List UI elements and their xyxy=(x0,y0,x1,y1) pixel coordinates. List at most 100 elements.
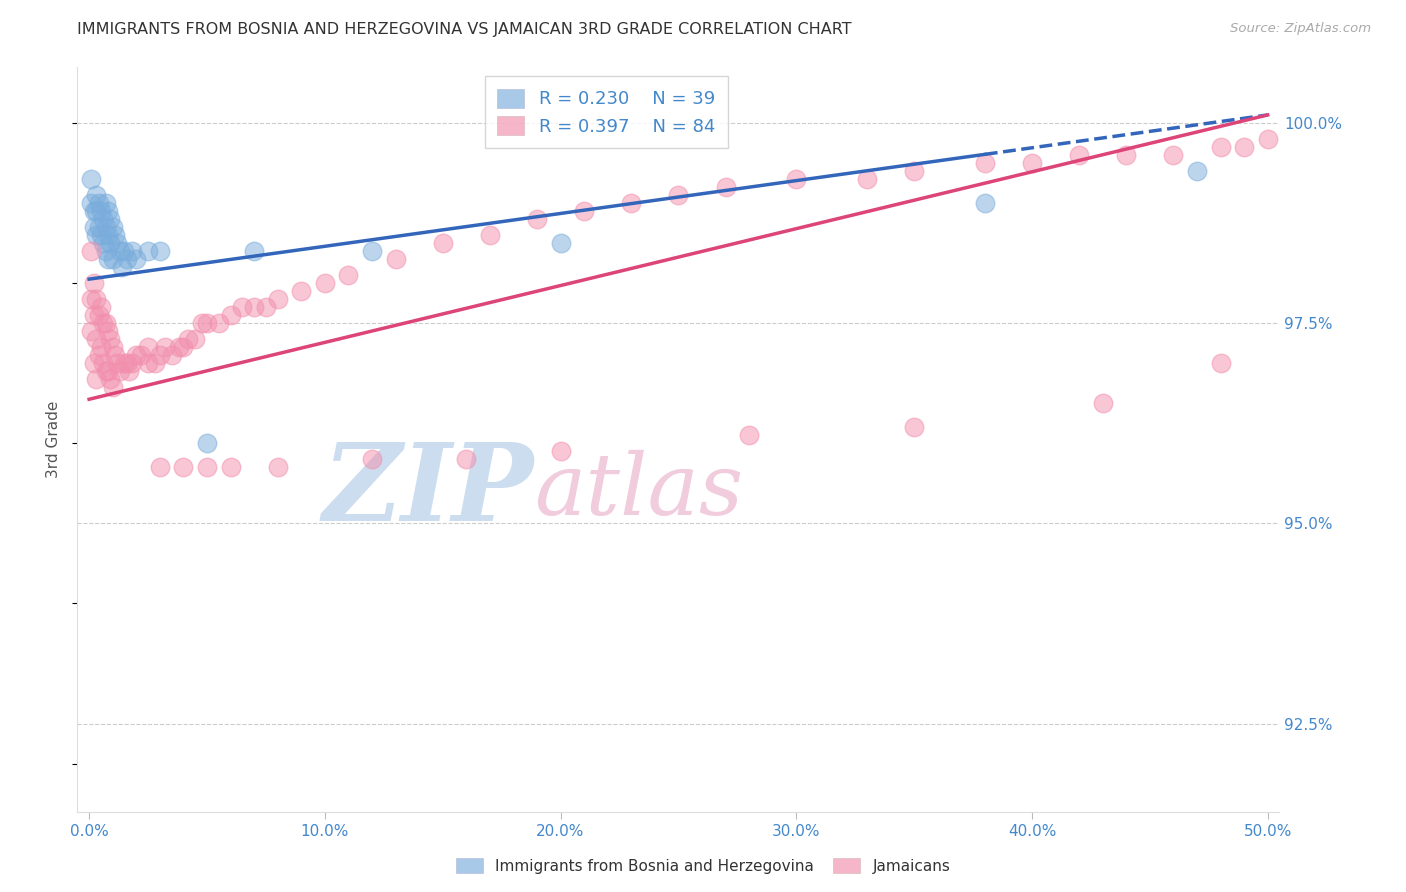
Legend: R = 0.230    N = 39, R = 0.397    N = 84: R = 0.230 N = 39, R = 0.397 N = 84 xyxy=(485,76,728,148)
Point xyxy=(195,460,218,475)
Point xyxy=(620,196,643,211)
Point xyxy=(526,212,548,227)
Point xyxy=(1233,140,1256,154)
Point xyxy=(903,164,925,178)
Point xyxy=(125,252,148,266)
Point xyxy=(84,188,107,202)
Point xyxy=(290,284,312,298)
Point xyxy=(94,316,117,330)
Legend: Immigrants from Bosnia and Herzegovina, Jamaicans: Immigrants from Bosnia and Herzegovina, … xyxy=(450,852,956,880)
Point xyxy=(101,340,124,354)
Point xyxy=(337,268,360,282)
Point xyxy=(104,348,127,362)
Point xyxy=(83,276,105,290)
Point xyxy=(84,332,107,346)
Point xyxy=(149,460,172,475)
Point xyxy=(184,332,207,346)
Point xyxy=(668,188,690,202)
Point xyxy=(101,252,124,266)
Point xyxy=(97,228,120,243)
Point xyxy=(111,260,134,274)
Point xyxy=(94,244,117,259)
Point xyxy=(1115,148,1137,162)
Point xyxy=(243,300,266,314)
Point xyxy=(191,316,214,330)
Point xyxy=(219,460,242,475)
Point xyxy=(149,348,172,362)
Point xyxy=(1021,156,1043,170)
Point xyxy=(87,348,110,362)
Point xyxy=(90,228,112,243)
Point xyxy=(97,324,120,338)
Point xyxy=(108,244,131,259)
Point xyxy=(97,204,120,219)
Point xyxy=(90,340,112,354)
Point xyxy=(856,172,879,186)
Point xyxy=(1163,148,1185,162)
Text: Source: ZipAtlas.com: Source: ZipAtlas.com xyxy=(1230,22,1371,36)
Point xyxy=(572,204,595,219)
Point xyxy=(90,204,112,219)
Text: atlas: atlas xyxy=(534,450,744,533)
Point xyxy=(478,228,501,243)
Point xyxy=(267,460,290,475)
Point xyxy=(153,340,176,354)
Point xyxy=(94,196,117,211)
Point xyxy=(91,356,114,370)
Point xyxy=(84,292,107,306)
Point xyxy=(80,324,103,338)
Point xyxy=(384,252,406,266)
Point xyxy=(129,348,152,362)
Point xyxy=(160,348,183,362)
Point xyxy=(973,196,995,211)
Point xyxy=(361,452,384,467)
Point xyxy=(738,428,761,442)
Point xyxy=(87,220,110,235)
Point xyxy=(115,356,138,370)
Point xyxy=(1069,148,1091,162)
Point xyxy=(91,316,114,330)
Point xyxy=(87,196,110,211)
Point xyxy=(91,236,114,251)
Point xyxy=(231,300,253,314)
Point xyxy=(267,292,290,306)
Point xyxy=(84,372,107,386)
Point xyxy=(98,212,121,227)
Point xyxy=(208,316,231,330)
Point xyxy=(121,244,143,259)
Point xyxy=(314,276,336,290)
Point xyxy=(83,220,105,235)
Point xyxy=(94,364,117,378)
Point xyxy=(149,244,172,259)
Point xyxy=(195,316,218,330)
Point xyxy=(550,236,572,251)
Point xyxy=(195,436,218,450)
Point xyxy=(219,308,242,322)
Point xyxy=(973,156,995,170)
Point xyxy=(98,332,121,346)
Point xyxy=(785,172,807,186)
Point xyxy=(83,308,105,322)
Point xyxy=(143,356,166,370)
Point xyxy=(83,356,105,370)
Point xyxy=(136,356,159,370)
Point xyxy=(177,332,200,346)
Point xyxy=(254,300,277,314)
Point xyxy=(104,228,127,243)
Point xyxy=(83,204,105,219)
Text: IMMIGRANTS FROM BOSNIA AND HERZEGOVINA VS JAMAICAN 3RD GRADE CORRELATION CHART: IMMIGRANTS FROM BOSNIA AND HERZEGOVINA V… xyxy=(77,22,852,37)
Point xyxy=(101,220,124,235)
Point xyxy=(80,196,103,211)
Point xyxy=(361,244,384,259)
Point xyxy=(98,372,121,386)
Point xyxy=(80,172,103,186)
Point xyxy=(91,212,114,227)
Point xyxy=(172,340,194,354)
Point xyxy=(903,420,925,434)
Point xyxy=(107,356,129,370)
Point xyxy=(114,356,136,370)
Point xyxy=(550,444,572,458)
Point xyxy=(97,364,120,378)
Point xyxy=(107,236,129,251)
Point xyxy=(136,244,159,259)
